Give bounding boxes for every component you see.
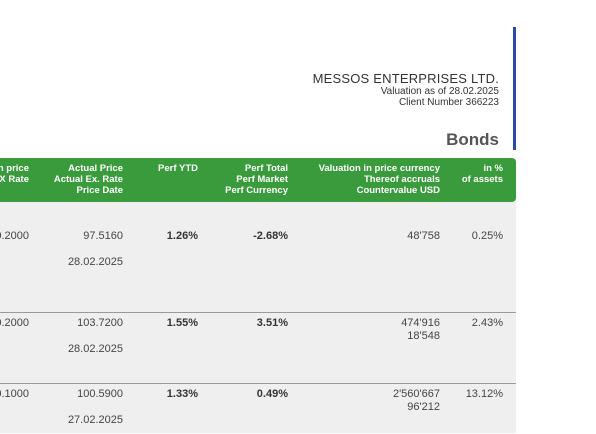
cell-price-date: 27.02.2025	[67, 414, 123, 426]
cell-price: 0.2000	[0, 230, 29, 242]
cell-valuation: 48'758	[407, 230, 440, 242]
cell-actual-price: 103.7200	[77, 317, 123, 329]
table-row: 0.2000 103.7200 28.02.2025 1.55% 3.51% 4…	[0, 312, 516, 384]
cell-perf-total: -2.68%	[253, 230, 288, 242]
cell-perf-ytd: 1.26%	[166, 230, 198, 242]
cell-actual-price: 97.5160	[83, 230, 123, 242]
section-title: Bonds	[446, 130, 499, 149]
cell-valuation: 2'560'667	[392, 388, 440, 400]
report-header: MESSOS ENTERPRISES LTD. Valuation as of …	[313, 71, 499, 108]
cell-actual-price: 100.5900	[77, 388, 123, 400]
cell-price-date: 28.02.2025	[67, 256, 123, 268]
cell-pct-assets: 13.12%	[465, 388, 503, 400]
cell-perf-ytd: 1.55%	[166, 317, 198, 329]
cell-pct-assets: 2.43%	[471, 317, 503, 329]
col-header-price: on priceFX Rate	[0, 163, 29, 185]
col-header-pct-assets: in % of assets	[461, 163, 503, 185]
table-row: 0.2000 97.5160 28.02.2025 1.26% -2.68% 4…	[0, 202, 516, 312]
company-name: MESSOS ENTERPRISES LTD.	[312, 71, 499, 86]
table-row: 0.1000 100.5900 27.02.2025 1.33% 0.49% 2…	[0, 383, 516, 434]
col-header-valuation: Valuation in price currency Thereof accru…	[318, 163, 440, 196]
table-body: 0.2000 97.5160 28.02.2025 1.26% -2.68% 4…	[0, 202, 516, 433]
col-header-perf-ytd: Perf YTD	[158, 163, 198, 174]
cell-price: 0.1000	[0, 388, 29, 400]
cell-accruals: 18'548	[407, 330, 440, 342]
cell-price: 0.2000	[0, 317, 29, 329]
cell-accruals: 96'212	[407, 401, 440, 413]
cell-pct-assets: 0.25%	[471, 230, 503, 242]
client-number: Client Number 366223	[398, 97, 499, 108]
col-header-actual-price: Actual Price Actual Ex. Rate Price Date	[53, 163, 123, 196]
cell-price-date: 28.02.2025	[67, 343, 123, 355]
cell-perf-total: 0.49%	[256, 388, 288, 400]
cell-perf-ytd: 1.33%	[166, 388, 198, 400]
cell-perf-total: 3.51%	[256, 317, 288, 329]
accent-bar	[513, 27, 516, 150]
col-header-perf-total: Perf Total Perf Market Perf Currency	[225, 163, 288, 196]
valuation-date: Valuation as of 28.02.2025	[380, 86, 499, 97]
cell-valuation: 474'916	[401, 317, 440, 329]
